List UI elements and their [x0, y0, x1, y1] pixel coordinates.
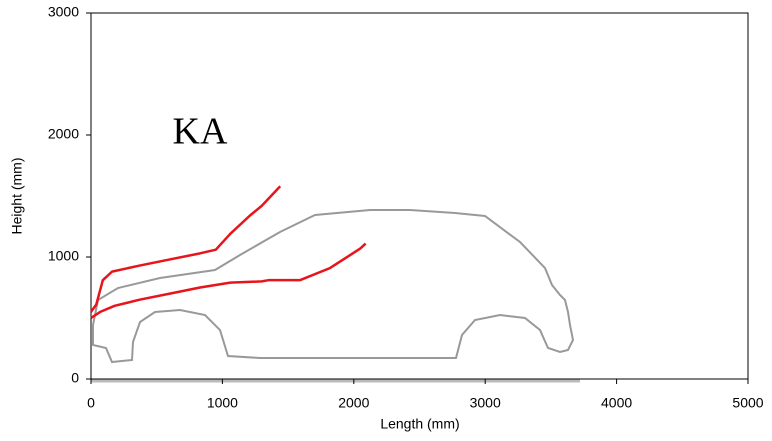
- x-tick-label: 1000: [207, 395, 238, 411]
- y-tick-label: 2000: [48, 126, 79, 142]
- plot-frame: [91, 12, 749, 379]
- x-axis-label: Length (mm): [380, 416, 459, 432]
- y-axis-label: Height (mm): [9, 157, 25, 234]
- x-tick-label: 4000: [601, 395, 632, 411]
- x-tick-label: 5000: [732, 395, 763, 411]
- x-tick-label: 0: [87, 395, 95, 411]
- y-tick-label: 1000: [48, 248, 79, 264]
- y-tick-label: 0: [71, 370, 79, 386]
- annotation: KA: [173, 111, 228, 153]
- y-tick-label: 3000: [48, 4, 79, 20]
- car-outline: [91, 209, 580, 383]
- x-tick-label: 2000: [338, 395, 369, 411]
- data-line: [90, 242, 367, 320]
- x-tick-label: 3000: [470, 395, 501, 411]
- data-line: [89, 185, 282, 313]
